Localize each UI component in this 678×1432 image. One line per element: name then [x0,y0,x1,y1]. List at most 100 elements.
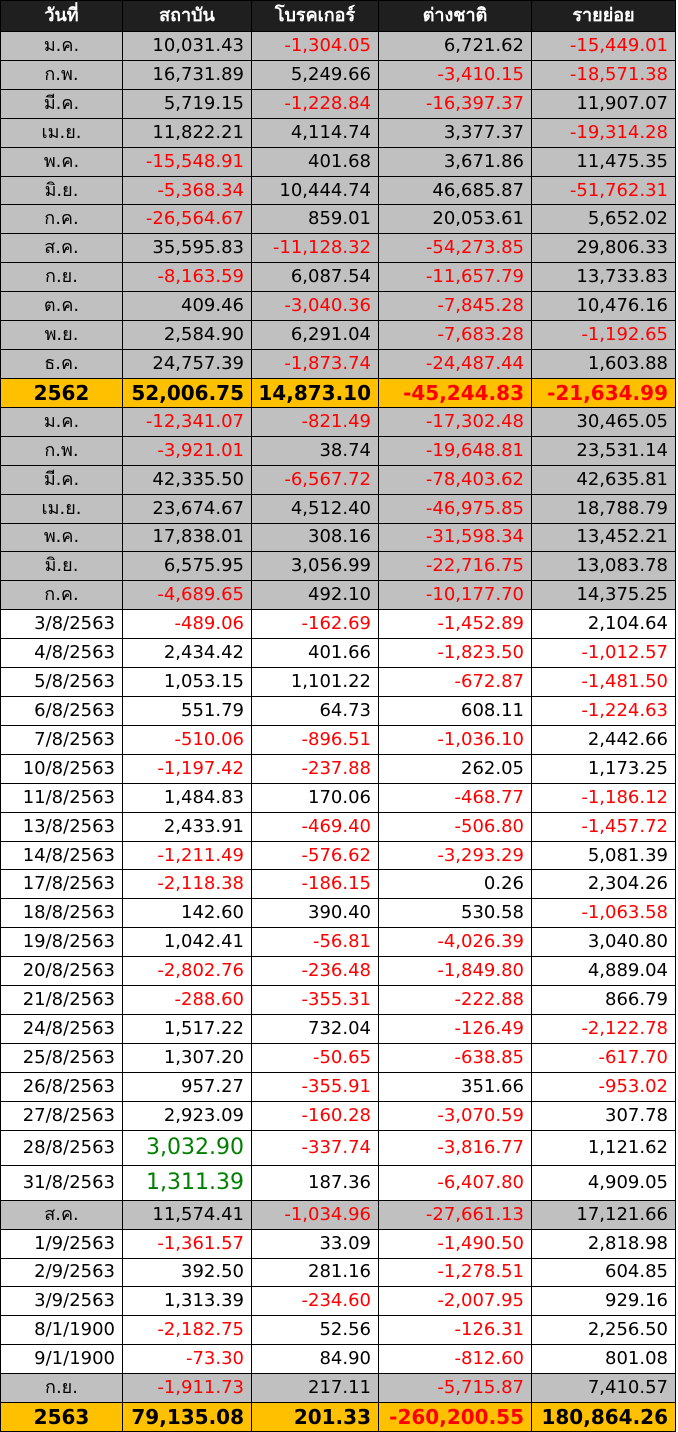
value-cell: 11,822.21 [123,118,252,148]
value-cell: -576.62 [252,841,379,871]
month-summary-row: ก.พ. 16,731.89 5,249.66 -3,410.15 -18,571.38 [0,60,678,90]
date-cell: 20/8/2563 [0,957,123,987]
header-cell: ต่างชาติ [379,0,532,32]
value-cell: -1,211.49 [123,841,252,871]
value-cell: -56.81 [252,928,379,958]
value-cell: -50.65 [252,1043,379,1073]
value-cell: 4,909.05 [532,1165,676,1201]
date-cell: 21/8/2563 [0,986,123,1016]
month-summary-row: ส.ค. 35,595.83 -11,128.32 -54,273.85 29,806.… [0,234,678,264]
daily-row: 5/8/2563 1,053.15 1,101.22 -672.87 -1,481.50 [0,668,678,697]
value-cell: -126.49 [379,1015,532,1044]
month-summary-row: ส.ค. 11,574.41 -1,034.96 -27,661.13 17,121.6… [0,1200,678,1230]
value-cell: -2,182.75 [123,1316,252,1346]
value-cell: 957.27 [123,1072,252,1102]
value-cell: -186.15 [252,870,379,900]
value-cell: -162.69 [252,610,379,640]
value-cell: -1,228.84 [252,89,379,119]
value-cell: -4,689.65 [123,581,252,611]
value-cell: 1,121.62 [532,1130,676,1166]
daily-row: 7/8/2563 -510.06 -896.51 -1,036.10 2,442.66 [0,725,678,755]
value-cell: -1,278.51 [379,1258,532,1288]
month-summary-row: ธ.ค. 24,757.39 -1,873.74 -24,487.44 1,603.88 [0,350,678,379]
value-cell: 201.33 [252,1403,379,1432]
value-cell: 6,575.95 [123,552,252,582]
date-cell: 24/8/2563 [0,1015,123,1044]
value-cell: -160.28 [252,1101,379,1131]
month-summary-row: ก.ค. -26,564.67 859.01 20,053.61 5,652.02 [0,205,678,235]
month-summary-row: มี.ค. 42,335.50 -6,567.72 -78,403.62 42,635.… [0,465,678,495]
daily-row: 31/8/2563 1,311.39 187.36 -6,407.80 4,909.05 [0,1165,678,1201]
value-cell: -821.49 [252,407,379,437]
date-cell: 9/1/1900 [0,1345,123,1375]
value-cell: -6,567.72 [252,465,379,495]
daily-row: 21/8/2563 -288.60 -355.31 -222.88 866.79 [0,986,678,1016]
month-summary-row: มิ.ย. -5,368.34 10,444.74 46,685.87 -51,762.… [0,176,678,206]
value-cell: 866.79 [532,986,676,1016]
value-cell: 17,838.01 [123,523,252,553]
month-summary-row: พ.ค. -15,548.91 401.68 3,671.86 11,475.35 [0,147,678,177]
value-cell: 2,433.91 [123,812,252,842]
value-cell: -1,186.12 [532,783,676,813]
daily-row: 24/8/2563 1,517.22 732.04 -126.49 -2,122.78 [0,1015,678,1044]
value-cell: -1,452.89 [379,610,532,640]
value-cell: 608.11 [379,697,532,726]
value-cell: 929.16 [532,1287,676,1317]
value-cell: 6,087.54 [252,263,379,293]
value-cell: -672.87 [379,668,532,697]
value-cell: -8,163.59 [123,263,252,293]
date-cell: พ.ค. [0,523,123,553]
value-cell: -5,715.87 [379,1374,532,1404]
value-cell: 13,733.83 [532,263,676,293]
month-summary-row: ม.ค. 10,031.43 -1,304.05 6,721.62 -15,449.01 [0,32,678,61]
date-cell: มิ.ย. [0,176,123,206]
date-cell: พ.ค. [0,147,123,177]
value-cell: 1,101.22 [252,668,379,697]
value-cell: 308.16 [252,523,379,553]
date-cell: ก.ค. [0,581,123,611]
date-cell: 19/8/2563 [0,928,123,958]
daily-row: 13/8/2563 2,433.91 -469.40 -506.80 -1,457.72 [0,812,678,842]
date-cell: 13/8/2563 [0,812,123,842]
value-cell: 10,444.74 [252,176,379,206]
value-cell: -469.40 [252,812,379,842]
value-cell: 2,442.66 [532,725,676,755]
value-cell: 1,307.20 [123,1043,252,1073]
date-cell: 1/9/2563 [0,1229,123,1259]
month-summary-row: มี.ค. 5,719.15 -1,228.84 -16,397.37 11,907.0… [0,89,678,119]
value-cell: 0.26 [379,870,532,900]
value-cell: -1,304.05 [252,32,379,61]
value-cell: -638.85 [379,1043,532,1073]
date-cell: 14/8/2563 [0,841,123,871]
daily-row: 6/8/2563 551.79 64.73 608.11 -1,224.63 [0,697,678,726]
header-cell: รายย่อย [532,0,676,32]
value-cell: -288.60 [123,986,252,1016]
value-cell: -126.31 [379,1316,532,1346]
value-cell: 262.05 [379,754,532,784]
value-cell: 142.60 [123,899,252,929]
value-cell: 11,907.07 [532,89,676,119]
value-cell: 281.16 [252,1258,379,1288]
value-cell: 46,685.87 [379,176,532,206]
date-cell: 27/8/2563 [0,1101,123,1131]
value-cell: 492.10 [252,581,379,611]
value-cell: -12,341.07 [123,407,252,437]
daily-row: 8/1/1900 -2,182.75 52.56 -126.31 2,256.50 [0,1316,678,1346]
value-cell: 11,475.35 [532,147,676,177]
value-cell: 7,410.57 [532,1374,676,1404]
value-cell: 859.01 [252,205,379,235]
value-cell: 3,032.90 [123,1130,252,1166]
value-cell: 2,256.50 [532,1316,676,1346]
daily-row: 10/8/2563 -1,197.42 -237.88 262.05 1,173.25 [0,754,678,784]
value-cell: -5,368.34 [123,176,252,206]
value-cell: 6,291.04 [252,321,379,351]
value-cell: 3,040.80 [532,928,676,958]
value-cell: 1,517.22 [123,1015,252,1044]
value-cell: 5,249.66 [252,60,379,90]
value-cell: 604.85 [532,1258,676,1288]
value-cell: 307.78 [532,1101,676,1131]
value-cell: 1,603.88 [532,350,676,379]
value-cell: -812.60 [379,1345,532,1375]
daily-row: 9/1/1900 -73.30 84.90 -812.60 801.08 [0,1345,678,1375]
month-summary-row: เม.ย. 11,822.21 4,114.74 3,377.37 -19,314.28 [0,118,678,148]
